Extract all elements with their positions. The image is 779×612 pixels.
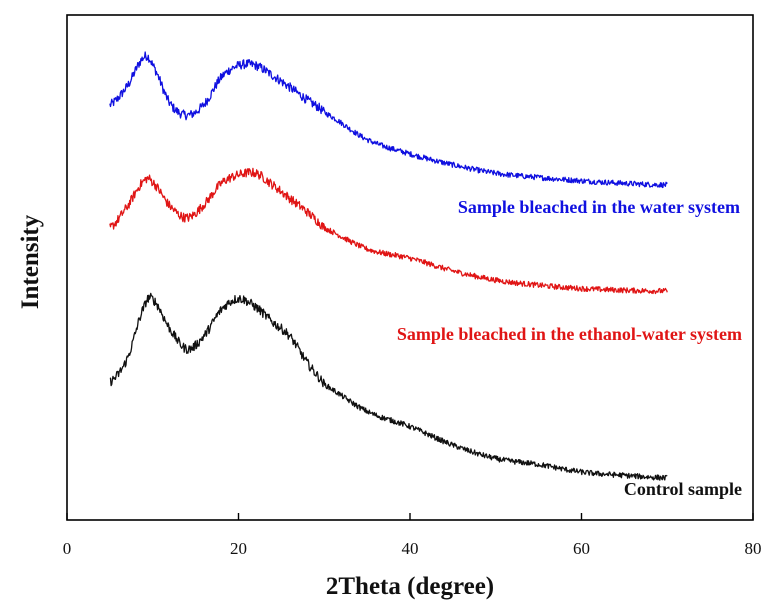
series-water — [109, 51, 668, 189]
y-axis-title: Intensity — [17, 214, 44, 309]
x-tick-label: 0 — [63, 539, 72, 558]
series-label-ethanol-water: Sample bleached in the ethanol-water sys… — [397, 324, 742, 344]
series-label-control: Control sample — [624, 479, 742, 499]
x-tick-label: 20 — [230, 539, 247, 558]
plot-frame — [66, 14, 754, 521]
series-label-water: Sample bleached in the water system — [458, 197, 740, 217]
x-axis-ticks: 0 20 40 60 80 — [63, 513, 762, 558]
x-axis-title: 2Theta (degree) — [326, 573, 494, 600]
x-tick-label: 80 — [745, 539, 762, 558]
series-control — [109, 292, 668, 481]
x-tick-label: 40 — [402, 539, 419, 558]
series-ethanol-water — [109, 167, 668, 295]
x-tick-label: 60 — [573, 539, 590, 558]
series-group — [109, 51, 668, 481]
